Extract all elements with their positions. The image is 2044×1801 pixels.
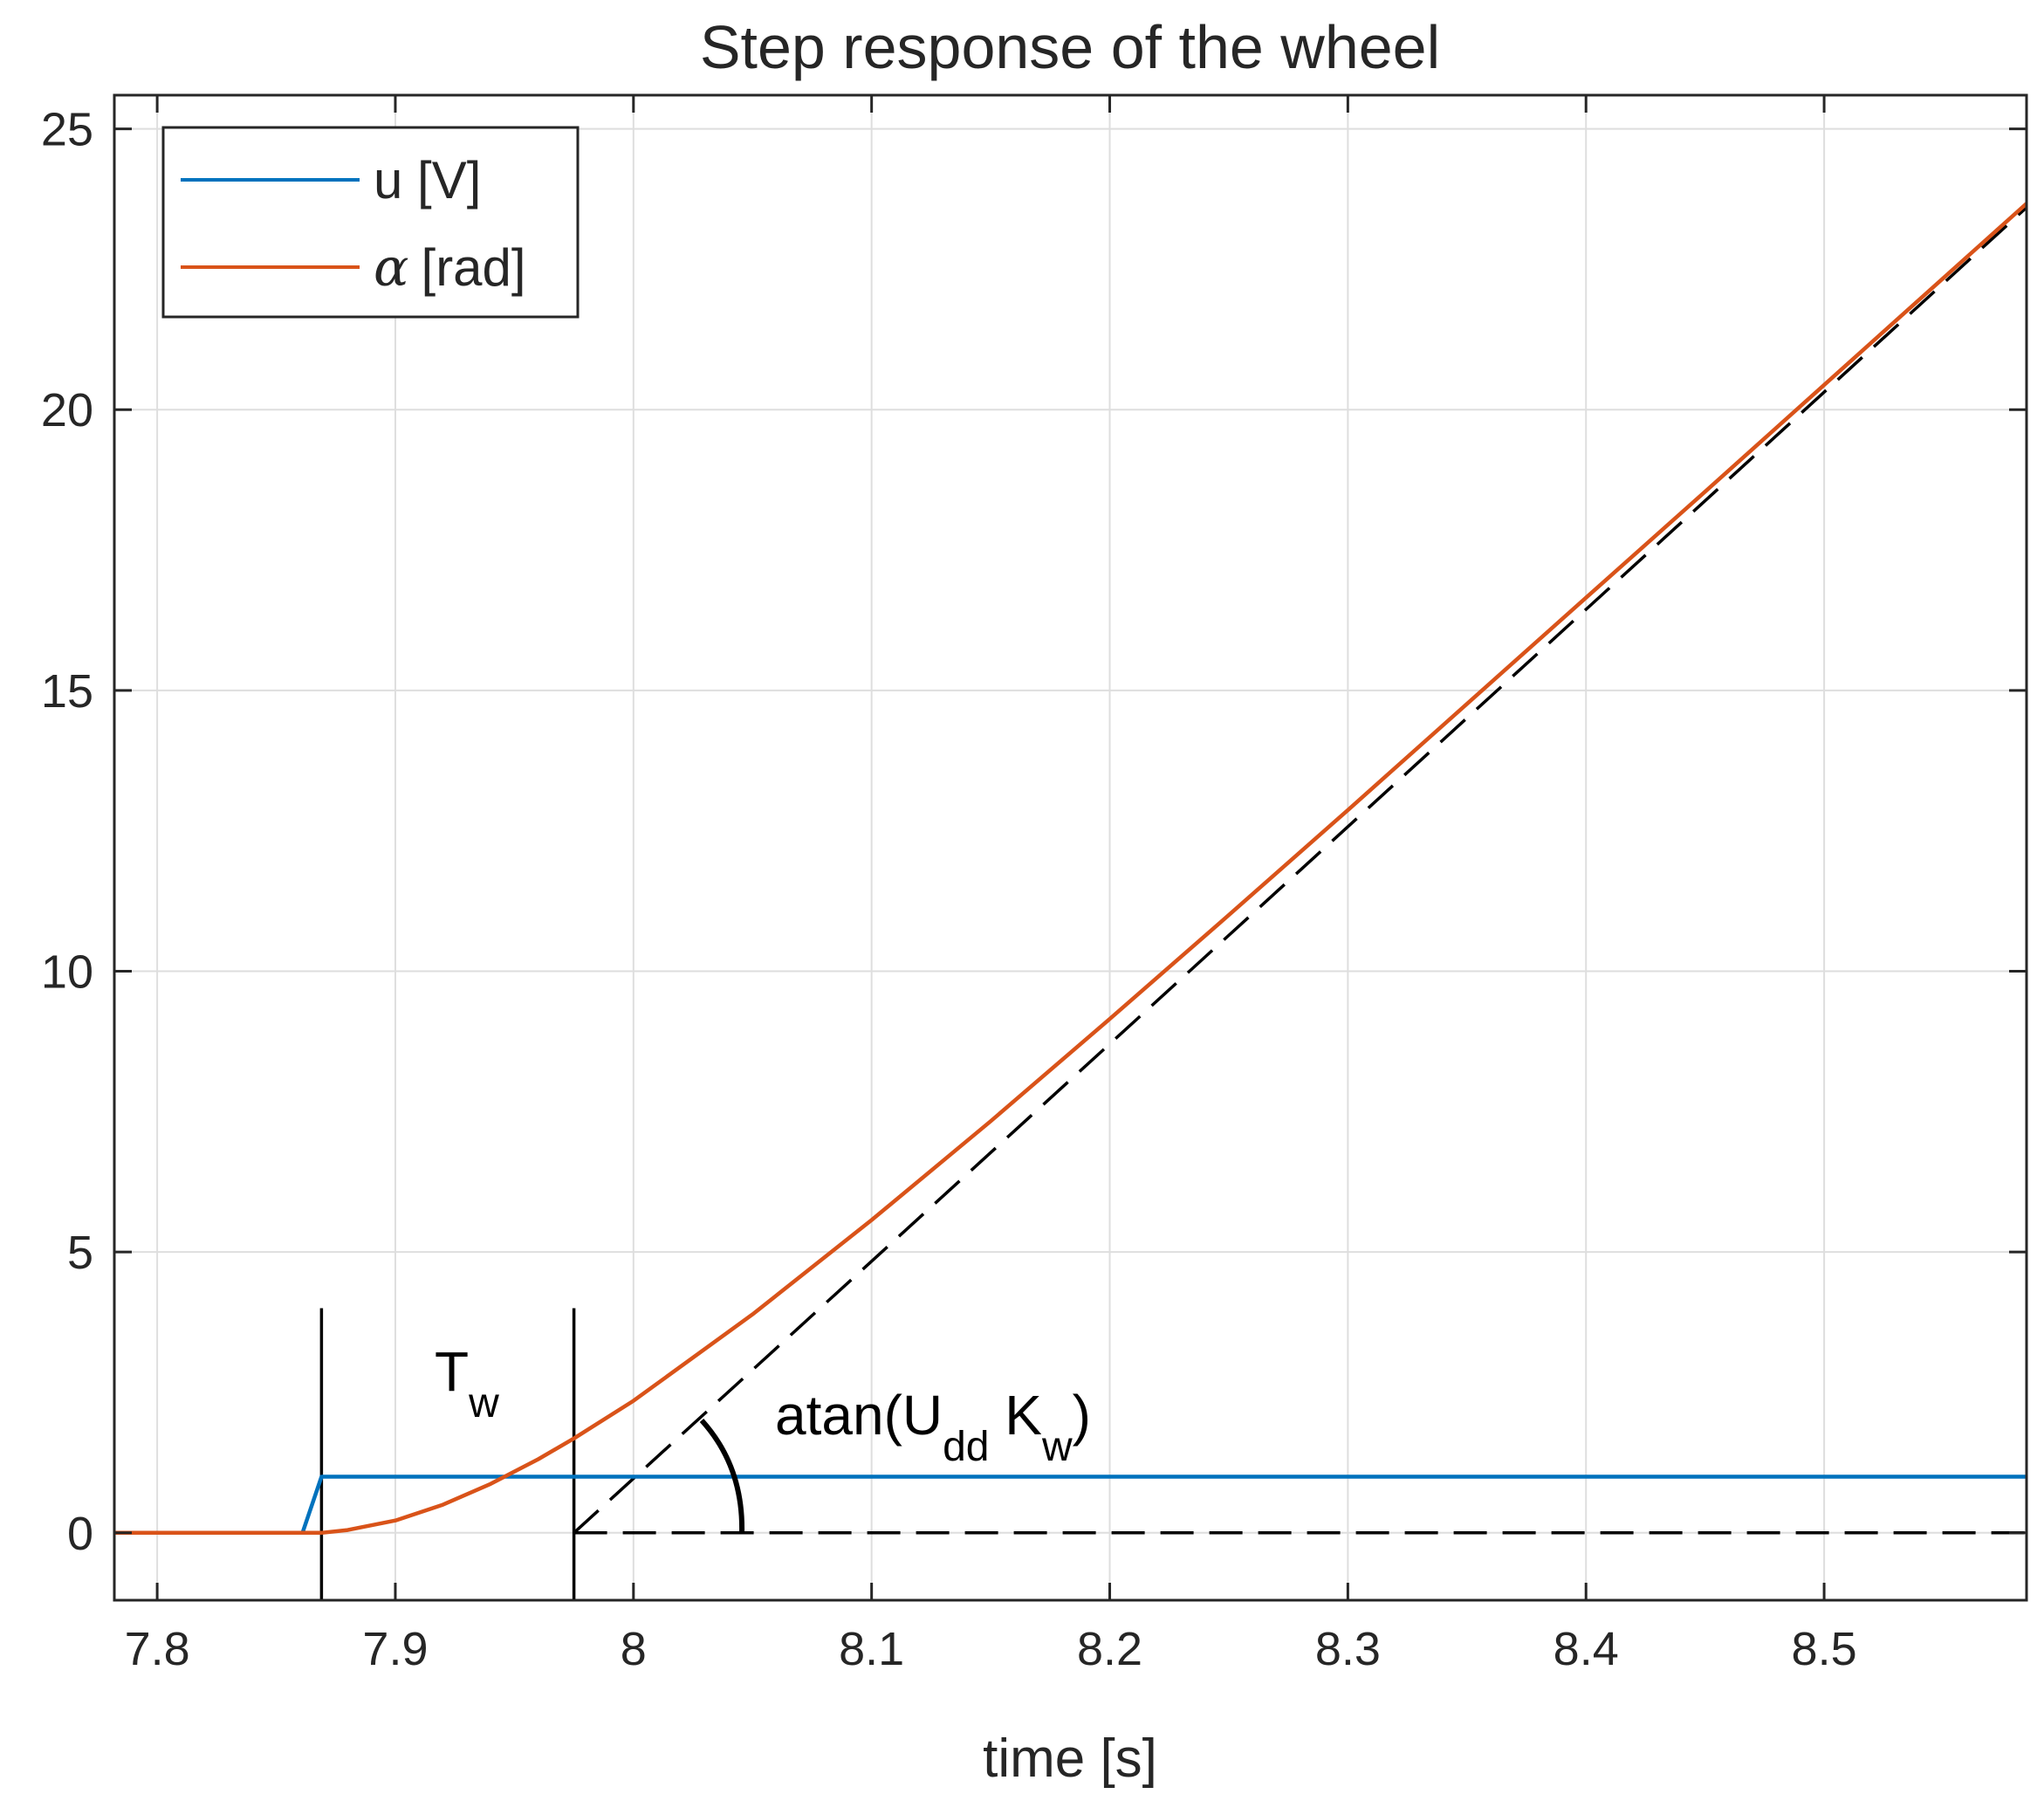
legend-alpha-symbol: α bbox=[374, 237, 409, 299]
x-tick-label-4: 8.2 bbox=[1077, 1623, 1142, 1675]
y-tick-label-0: 0 bbox=[67, 1508, 93, 1560]
x-ticks: 7.8 7.9 8 8.1 8.2 8.3 8.4 8.5 bbox=[125, 95, 1857, 1675]
series-line-1 bbox=[114, 202, 2028, 1536]
legend-label-alpha: α [rad] bbox=[374, 237, 526, 299]
series-line-0 bbox=[114, 1474, 2027, 1536]
atan-part-k: K bbox=[989, 1384, 1041, 1447]
angle-arc-mark bbox=[699, 1418, 745, 1535]
legend-alpha-unit: [rad] bbox=[422, 238, 526, 297]
tw-base: T bbox=[435, 1340, 469, 1403]
atan-annotation: atan(Udd Kw) bbox=[775, 1384, 1091, 1470]
y-tick-label-4: 20 bbox=[41, 384, 93, 437]
atan-sub-w: w bbox=[1041, 1424, 1073, 1470]
atan-sub-dd: dd bbox=[943, 1424, 989, 1470]
tw-subscript: w bbox=[468, 1380, 499, 1426]
legend-box bbox=[161, 126, 580, 319]
atan-close: ) bbox=[1073, 1384, 1091, 1447]
reference-line-1 bbox=[573, 206, 2028, 1535]
x-tick-label-7: 8.5 bbox=[1792, 1623, 1857, 1675]
axes-box bbox=[113, 93, 2028, 1602]
x-tick-label-2: 8 bbox=[621, 1623, 647, 1675]
tw-annotation: Tw bbox=[435, 1340, 499, 1426]
data-series bbox=[114, 202, 2028, 1536]
x-tick-label-1: 7.9 bbox=[362, 1623, 428, 1675]
chart-title: Step response of the wheel bbox=[700, 13, 1440, 81]
y-ticks: 0 5 10 15 20 25 bbox=[41, 104, 2027, 1560]
x-tick-label-5: 8.3 bbox=[1315, 1623, 1381, 1675]
x-tick-label-0: 7.8 bbox=[125, 1623, 190, 1675]
atan-part-1: atan(U bbox=[775, 1384, 943, 1447]
y-tick-label-5: 25 bbox=[41, 104, 93, 156]
y-tick-label-1: 5 bbox=[67, 1227, 93, 1279]
legend: u [V] α [rad] bbox=[161, 126, 580, 319]
x-axis-label: time [s] bbox=[983, 1729, 1157, 1789]
grid-lines bbox=[114, 95, 2027, 1600]
x-tick-label-3: 8.1 bbox=[839, 1623, 904, 1675]
legend-label-u: u [V] bbox=[374, 151, 481, 210]
y-tick-label-3: 15 bbox=[41, 665, 93, 718]
reference-lines bbox=[319, 206, 2028, 1600]
y-tick-label-2: 10 bbox=[41, 946, 93, 999]
angle-arc bbox=[699, 1418, 745, 1535]
x-tick-label-6: 8.4 bbox=[1554, 1623, 1619, 1675]
